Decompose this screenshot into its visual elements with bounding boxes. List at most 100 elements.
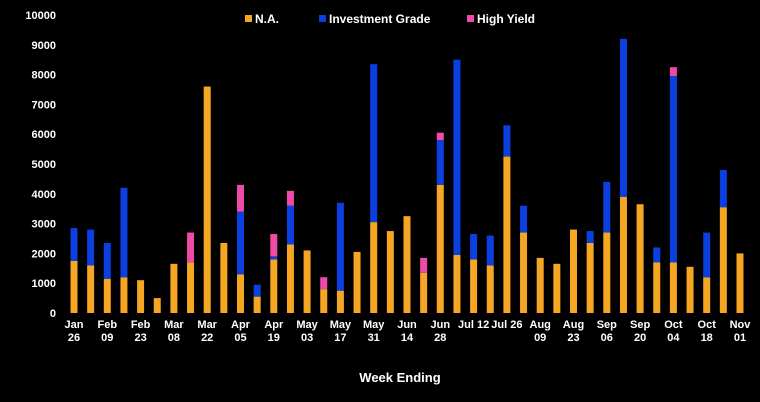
bar-segment-n-a [303, 250, 311, 313]
y-tick-label: 6000 [32, 129, 56, 141]
legend-label: Investment Grade [329, 12, 431, 26]
bar-segment-investment-grade [503, 125, 511, 157]
y-tick-label: 0 [50, 308, 56, 320]
x-tick-label: May 17 [330, 319, 352, 344]
bar-segment-investment-grade [619, 38, 627, 197]
x-tick-label: Jan 26 [65, 319, 84, 344]
bar-segment-n-a [386, 231, 394, 313]
bar-segment-n-a [353, 251, 361, 313]
bar-segment-n-a [286, 244, 294, 313]
x-axis: Jan 26 Feb 09 Feb 23 Mar 08 Mar 22 Apr 05 Apr 19 May 03… [65, 319, 752, 344]
bar-segment-n-a [536, 257, 544, 313]
bar-segment-high-yield [436, 132, 444, 141]
bar-segment-n-a [370, 222, 378, 313]
y-axis: 0 1000 2000 3000 4000 5000 6000 7000 8000 9000 100… [25, 10, 56, 320]
bar-segment-investment-grade [336, 202, 344, 291]
y-tick-label: 10000 [25, 10, 56, 22]
bar-segment-investment-grade [669, 76, 677, 263]
bar-segment-n-a [336, 290, 344, 313]
bar-segment-high-yield [270, 234, 278, 257]
bar-segment-investment-grade [436, 140, 444, 185]
bar-segment-n-a [503, 156, 511, 313]
x-tick-label: Aug 09 [530, 319, 551, 344]
bar-segment-n-a [619, 196, 627, 313]
bar-segment-investment-grade [87, 229, 95, 266]
bars [70, 38, 744, 314]
y-tick-label: 9000 [32, 40, 56, 52]
x-tick-label: Jun 14 [397, 319, 417, 344]
bar-segment-n-a [270, 259, 278, 313]
x-tick-label: Aug 23 [563, 319, 584, 344]
bar-segment-n-a [220, 242, 228, 313]
bar-segment-n-a [187, 262, 195, 313]
bar-segment-n-a [453, 254, 461, 313]
bar-segment-n-a [636, 204, 644, 313]
y-tick-label: 8000 [32, 70, 56, 82]
x-tick-label: Jul 26 [491, 319, 522, 331]
x-tick-label: Feb 09 [98, 319, 118, 344]
x-tick-label: Jun 28 [431, 319, 451, 344]
bar-segment-n-a [103, 278, 111, 313]
x-tick-label: Oct 04 [664, 319, 683, 344]
bar-segment-investment-grade [719, 169, 727, 208]
bar-segment-n-a [403, 216, 411, 313]
y-tick-label: 5000 [32, 159, 56, 171]
bar-segment-n-a [486, 265, 494, 313]
bar-segment-n-a [120, 277, 128, 313]
bar-segment-investment-grade [270, 256, 278, 260]
x-tick-label: Sep 06 [597, 319, 617, 344]
bar-segment-n-a [669, 262, 677, 313]
bar-segment-n-a [686, 266, 694, 313]
bar-segment-high-yield [320, 277, 328, 290]
legend-swatch [467, 15, 474, 22]
x-tick-label: Mar 08 [164, 319, 184, 344]
bar-segment-n-a [153, 298, 161, 313]
x-tick-label: Apr 05 [231, 319, 251, 344]
bar-segment-investment-grade [103, 242, 111, 279]
bar-segment-investment-grade [453, 59, 461, 255]
x-tick-label: Sep 20 [630, 319, 650, 344]
bar-segment-investment-grade [703, 232, 711, 278]
bar-segment-high-yield [669, 67, 677, 77]
y-tick-label: 7000 [32, 99, 56, 111]
bar-segment-high-yield [420, 257, 428, 273]
bar-segment-n-a [237, 274, 244, 313]
bar-segment-investment-grade [370, 64, 378, 223]
bar-segment-n-a [586, 242, 594, 313]
x-tick-label: Nov 01 [730, 319, 752, 344]
y-tick-label: 2000 [32, 248, 56, 260]
x-tick-label: Feb 23 [131, 319, 151, 344]
bar-segment-n-a [203, 86, 211, 314]
bar-segment-high-yield [237, 184, 244, 212]
bar-segment-n-a [420, 272, 428, 313]
legend-swatch [319, 15, 326, 22]
bar-segment-investment-grade [286, 205, 294, 245]
bar-segment-investment-grade [120, 187, 128, 278]
bar-segment-n-a [253, 296, 261, 313]
bar-segment-n-a [170, 263, 178, 313]
y-tick-label: 4000 [32, 189, 56, 201]
bar-segment-investment-grade [520, 205, 528, 233]
x-tick-label: Oct 18 [698, 319, 717, 344]
x-tick-label: Jul 12 [458, 319, 489, 331]
bar-segment-n-a [320, 289, 328, 313]
chart-legend: N.A. Investment Grade High Yield [245, 12, 535, 26]
x-tick-label: Mar 22 [197, 319, 217, 344]
y-tick-label: 1000 [32, 278, 56, 290]
bar-segment-n-a [736, 253, 744, 313]
bar-segment-investment-grade [603, 181, 611, 233]
legend-swatch [245, 15, 252, 22]
bar-segment-investment-grade [653, 247, 661, 263]
bar-segment-investment-grade [237, 211, 244, 275]
bar-segment-investment-grade [470, 234, 478, 260]
bar-segment-n-a [570, 229, 577, 313]
bar-segment-n-a [653, 262, 661, 313]
bar-segment-n-a [137, 280, 145, 313]
bar-segment-investment-grade [586, 231, 594, 243]
legend-label: High Yield [477, 12, 535, 26]
x-tick-label: Apr 19 [264, 319, 284, 344]
bar-segment-n-a [553, 263, 561, 313]
y-tick-label: 3000 [32, 219, 56, 231]
legend-label: N.A. [255, 12, 279, 26]
